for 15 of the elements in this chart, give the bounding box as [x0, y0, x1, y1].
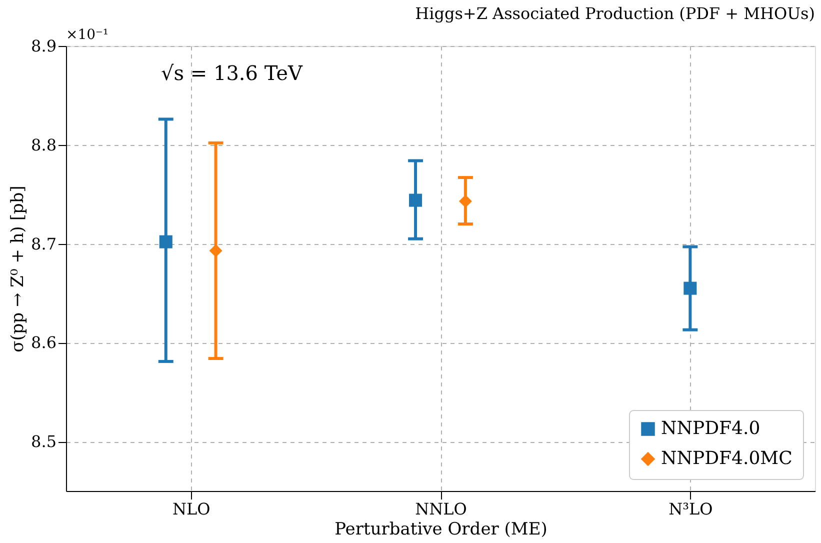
y-tick-label: 8.8: [31, 135, 56, 154]
legend-label: NNPDF4.0MC: [661, 448, 792, 469]
x-tick-label: NLO: [172, 500, 210, 518]
y-tick-label: 8.9: [31, 36, 56, 56]
y-axis-title: σ(pp → Z⁰ + h) [pb]: [8, 186, 28, 352]
y-tick-label: 8.6: [31, 333, 56, 352]
x-tick-label: NNLO: [415, 500, 467, 518]
chart-title: Higgs+Z Associated Production (PDF + MHOUs): [415, 4, 815, 23]
x-tick-label: N³LO: [668, 500, 713, 518]
annotation: √s = 13.6 TeV: [161, 61, 303, 85]
y-tick-label: 8.5: [31, 432, 56, 452]
x-axis-title: Perturbative Order (ME): [334, 520, 548, 540]
text: ×10⁻¹: [66, 27, 109, 43]
y-tick-label: 8.7: [31, 234, 56, 254]
legend-label: NNPDF4.0: [661, 418, 760, 439]
